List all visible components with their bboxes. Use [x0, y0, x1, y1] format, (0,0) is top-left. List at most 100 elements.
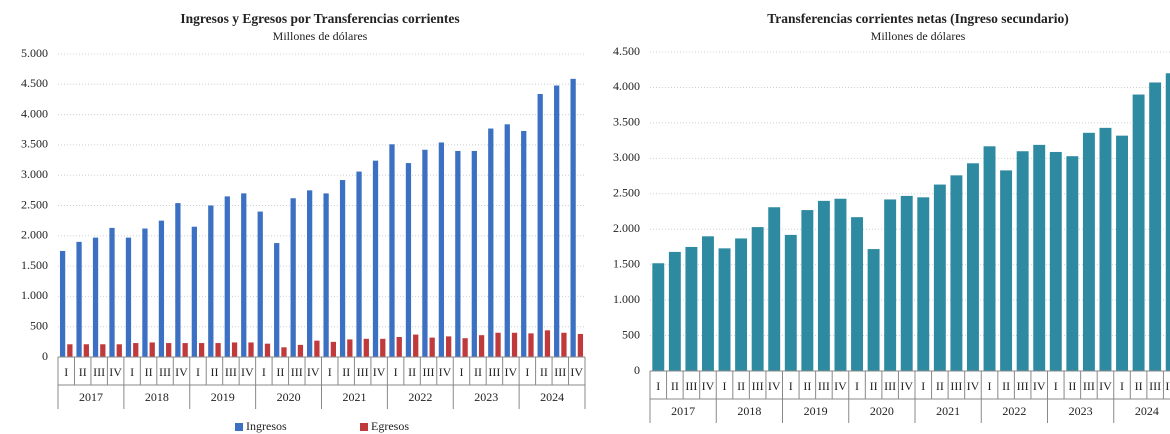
bar [1149, 82, 1162, 371]
bar [1082, 132, 1095, 371]
bar [471, 150, 477, 357]
bar [702, 236, 714, 371]
bar [884, 199, 897, 371]
y-tick-label: 1.500 [21, 258, 48, 272]
bar [389, 144, 395, 357]
bar [231, 342, 238, 357]
bar [668, 251, 681, 371]
bar [455, 150, 461, 357]
y-tick-label: 3.000 [613, 150, 640, 164]
x-tick-label: III [884, 379, 896, 393]
bar [577, 333, 584, 357]
x-tick-label: I [130, 365, 134, 379]
x-tick-label: IV [439, 365, 452, 379]
bar [323, 193, 329, 357]
x-tick-label: III [423, 365, 435, 379]
x-group-label: 2021 [936, 404, 960, 418]
bar [372, 160, 379, 357]
y-tick-label: 1.000 [613, 292, 640, 306]
y-tick-label: 1.500 [613, 256, 640, 270]
bar [801, 210, 814, 371]
x-tick-label: IV [570, 365, 583, 379]
x-tick-label: III [1017, 379, 1029, 393]
x-tick-label: I [525, 365, 529, 379]
x-group-label: 2022 [408, 390, 432, 404]
bar [182, 343, 188, 357]
bar [281, 347, 287, 357]
bar [396, 337, 402, 357]
bar [554, 85, 560, 358]
x-tick-label: III [488, 365, 500, 379]
bar [528, 333, 534, 357]
bar [867, 249, 880, 371]
bar [652, 263, 665, 371]
legend-label: Egresos [371, 419, 409, 433]
x-tick-label: IV [702, 379, 715, 393]
chart-subtitle: Millones de dólares [273, 29, 368, 43]
bar [83, 344, 89, 357]
legend-swatch [360, 423, 368, 431]
bar [100, 344, 106, 357]
x-tick-label: IV [307, 365, 320, 379]
bar [462, 338, 468, 357]
bar [215, 343, 221, 357]
y-tick-label: 2.500 [613, 186, 640, 200]
x-tick-label: I [1054, 379, 1058, 393]
bar [983, 146, 996, 371]
bar [125, 237, 132, 357]
bar [142, 228, 148, 357]
bar [834, 198, 847, 371]
y-tick-label: 4.500 [613, 44, 640, 58]
x-group-label: 2017 [79, 390, 103, 404]
bar [208, 205, 214, 357]
y-tick-label: 4.000 [613, 79, 640, 93]
bar [933, 184, 946, 371]
bar [257, 211, 263, 357]
x-tick-label: III [818, 379, 830, 393]
x-group-label: 2020 [277, 390, 301, 404]
bar [158, 220, 165, 357]
x-tick-label: III [357, 365, 369, 379]
x-tick-label: I [328, 365, 332, 379]
bar [149, 342, 155, 357]
x-tick-label: II [79, 365, 87, 379]
bar [380, 338, 386, 357]
bar [429, 337, 435, 357]
bar [133, 343, 139, 357]
bar [438, 142, 445, 357]
bar [297, 344, 304, 357]
x-tick-label: I [921, 379, 925, 393]
legend-label: Ingresos [246, 419, 287, 433]
bar [495, 332, 501, 357]
bar [967, 163, 979, 371]
bar [488, 128, 494, 357]
bar [116, 344, 122, 357]
x-group-label: 2018 [145, 390, 169, 404]
bar [191, 226, 197, 357]
x-tick-label: IV [109, 365, 122, 379]
x-tick-label: IV [505, 365, 518, 379]
bar [339, 180, 346, 357]
bar [446, 336, 452, 357]
x-tick-label: III [752, 379, 764, 393]
x-tick-label: I [394, 365, 398, 379]
bar [330, 341, 337, 357]
x-tick-label: IV [1099, 379, 1112, 393]
x-tick-label: III [1149, 379, 1161, 393]
y-tick-label: 500 [30, 318, 48, 332]
bar [478, 335, 485, 357]
x-tick-label: I [262, 365, 266, 379]
x-tick-label: III [159, 365, 171, 379]
bar [224, 196, 230, 357]
x-group-label: 2023 [1069, 404, 1093, 418]
x-group-label: 2021 [342, 390, 366, 404]
bar [175, 203, 181, 357]
x-group-label: 2019 [804, 404, 828, 418]
bar [817, 200, 830, 371]
bar [784, 234, 797, 371]
x-tick-label: II [803, 379, 811, 393]
bar [290, 198, 296, 357]
chart-subtitle: Millones de dólares [871, 29, 966, 43]
bar [264, 343, 271, 357]
bar [306, 190, 313, 357]
